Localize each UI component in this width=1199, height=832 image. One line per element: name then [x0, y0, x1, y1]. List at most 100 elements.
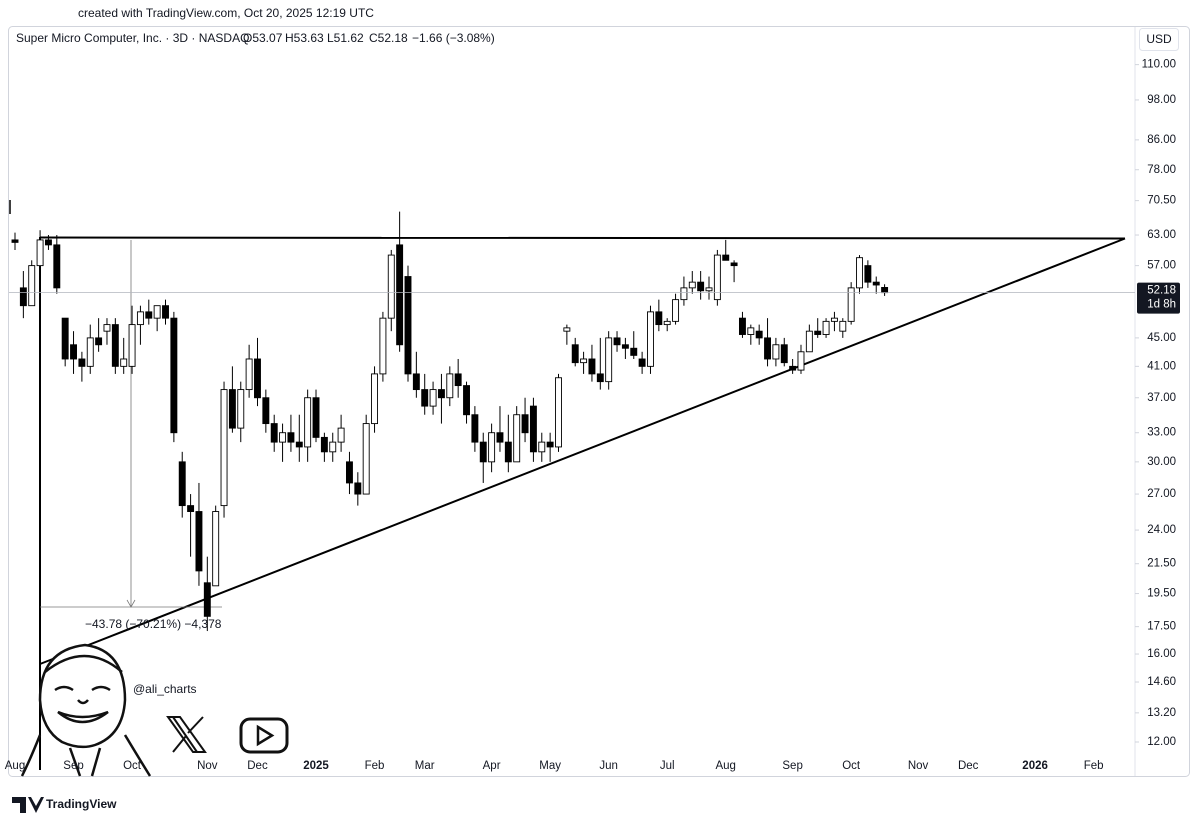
x-tick-label: Dec — [247, 760, 268, 772]
y-tick-label: 57.00 — [1147, 260, 1176, 272]
candle-body — [446, 373, 454, 399]
x-tick-label: 2026 — [1022, 760, 1048, 772]
candle-body — [555, 377, 562, 448]
candle-body — [847, 287, 855, 322]
candle-body — [688, 281, 696, 289]
candle-body — [36, 239, 44, 267]
tradingview-logo — [12, 797, 44, 813]
x-tick-label: Mar — [415, 760, 435, 772]
candle-body — [111, 324, 119, 367]
y-tick-label: 16.00 — [1147, 648, 1176, 660]
candle-body — [722, 254, 730, 261]
candle-body — [287, 432, 295, 443]
candle-body — [120, 358, 128, 367]
x-tick-label: Apr — [483, 760, 501, 772]
y-tick-label: 86.00 — [1147, 134, 1176, 146]
candle-body — [396, 244, 404, 346]
created-note: created with TradingView.com, Oct 20, 20… — [78, 6, 374, 20]
candle-body — [881, 287, 889, 294]
ohlc-low: L51.62 — [327, 31, 364, 45]
candle-body — [856, 257, 863, 289]
candle-body — [454, 373, 462, 387]
candle-body — [220, 389, 228, 507]
candle-body — [153, 305, 161, 319]
candle-body — [655, 311, 663, 326]
currency[interactable]: USD — [1146, 32, 1172, 46]
candle-body — [70, 344, 77, 360]
candle-body — [28, 265, 36, 307]
candle-body — [379, 317, 387, 375]
ohlc-change: −1.66 (−3.08%) — [412, 31, 495, 45]
candle-body — [647, 311, 654, 367]
candle-body — [789, 365, 797, 371]
candle-body — [95, 337, 103, 346]
candle-body — [680, 287, 688, 301]
y-tick-label: 17.50 — [1147, 621, 1176, 633]
x-tick-label: Oct — [842, 760, 861, 772]
y-tick-label: 70.50 — [1147, 195, 1176, 207]
candle-body — [178, 461, 186, 507]
candle-body — [638, 358, 646, 367]
candle-body — [563, 327, 571, 332]
candle-body — [613, 337, 621, 346]
y-tick-label: 45.00 — [1147, 332, 1176, 344]
y-tick-label: 98.00 — [1147, 94, 1176, 106]
candle-body — [513, 414, 521, 463]
candle-body — [479, 441, 487, 463]
candle-body — [738, 317, 746, 335]
candle-body — [78, 358, 86, 367]
x-tick-label: Sep — [782, 760, 802, 772]
candle-body — [228, 389, 236, 429]
candle-body — [805, 330, 813, 353]
candle-body — [830, 317, 838, 322]
candle-body — [630, 347, 638, 356]
chart-title: Super Micro Computer, Inc. · 3D · NASDAQ — [16, 31, 249, 45]
candle-body — [346, 461, 353, 484]
candle-body — [61, 317, 69, 360]
candle-body — [521, 414, 529, 434]
candle-body — [362, 423, 370, 495]
candle-body — [312, 397, 320, 438]
candle-body — [463, 385, 470, 416]
candle-body — [295, 441, 303, 448]
candle-body — [872, 281, 880, 286]
y-tick-label: 41.00 — [1147, 360, 1176, 372]
candle-body — [103, 324, 111, 332]
candle-body — [571, 344, 579, 364]
candle-body — [187, 505, 195, 512]
candle-body — [371, 373, 379, 425]
ohlc-open: O53.07 — [243, 31, 283, 45]
author-avatar — [20, 643, 152, 777]
y-tick-label: 14.60 — [1147, 676, 1176, 688]
candle-body — [11, 239, 19, 243]
last-price-label: 52.18 — [1147, 285, 1176, 297]
y-tick-label: 24.00 — [1147, 524, 1176, 536]
brand: TradingView — [46, 797, 117, 811]
candle-body — [337, 427, 345, 443]
candle-body — [747, 327, 755, 335]
candle-body — [814, 330, 822, 335]
candle-body — [705, 287, 713, 292]
ohlc-legend: O53.07 H53.63 L51.62 C52.18 −1.66 (−3.08… — [243, 31, 495, 45]
x-tick-label: Feb — [365, 760, 385, 772]
candle-body — [437, 389, 445, 399]
candle-body — [672, 299, 680, 322]
candle-body — [488, 432, 496, 463]
candle-body — [605, 337, 613, 383]
y-tick-label: 19.50 — [1147, 588, 1176, 600]
candle-body — [822, 320, 830, 335]
y-tick-label: 63.00 — [1147, 229, 1176, 241]
y-tick-label: 30.00 — [1147, 456, 1176, 468]
candle-body — [162, 305, 169, 319]
last-price-box — [1137, 282, 1180, 314]
candle-body — [404, 276, 412, 375]
candle-body — [538, 441, 546, 453]
candle-body — [797, 351, 805, 371]
candle-body — [713, 254, 721, 301]
candle-body — [580, 358, 588, 364]
candle-body — [329, 441, 337, 453]
currency-button[interactable] — [1139, 28, 1179, 51]
candles — [11, 211, 889, 632]
candle-body — [136, 311, 144, 326]
